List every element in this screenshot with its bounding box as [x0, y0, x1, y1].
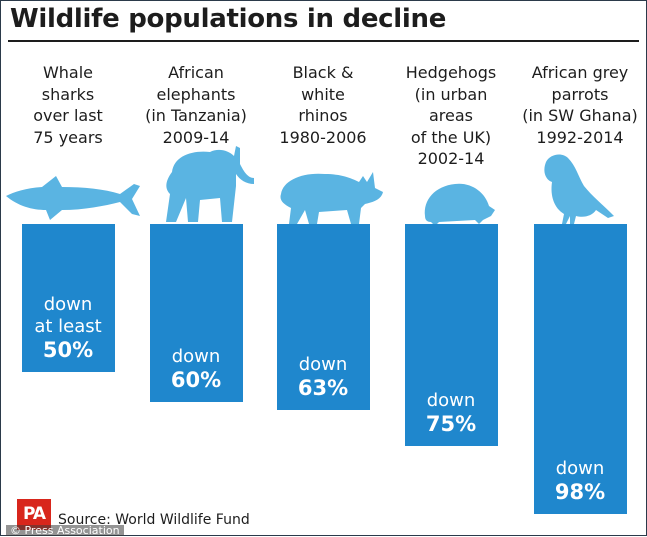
source-note: Source: World Wildlife Fund	[58, 512, 250, 528]
bar-label-text: down	[171, 346, 221, 367]
category-label-line: rhinos	[298, 106, 348, 125]
category-label-line: 2009-14	[162, 127, 230, 147]
bar-data-label: down 60%	[150, 346, 243, 392]
bar-data-label: down 63%	[277, 354, 370, 400]
category-label-line: elephants	[156, 84, 236, 104]
decline-bar: down at least 50%	[21, 224, 115, 372]
category-label-line: African grey	[531, 63, 629, 82]
whale-shark-icon	[4, 174, 142, 228]
bar-label-text: down	[555, 458, 605, 479]
bar-value-label: 75%	[425, 412, 477, 436]
category-label-line: Hedgehogs	[405, 63, 497, 82]
category-label: Whale sharks over last 75 years	[8, 62, 128, 148]
bar-value-label: 63%	[297, 376, 349, 400]
bar-label-text: down	[298, 354, 348, 375]
category-label-line: 1980-2006	[279, 127, 367, 147]
category-label: African elephants (in Tanzania) 2009-14	[136, 62, 256, 148]
category-label-line: (in urban	[414, 84, 488, 104]
category-label-line: (in SW Ghana)	[522, 106, 638, 125]
bar-data-label: down 75%	[405, 390, 498, 436]
category-label-line: Black &	[292, 63, 354, 82]
bar-label-text: at least	[34, 316, 102, 337]
decline-bar: down 60%	[149, 224, 243, 402]
bar-label-text: down	[43, 294, 93, 315]
decline-bar: down 75%	[404, 224, 498, 446]
bar-value-label: 98%	[554, 480, 606, 504]
elephant-icon	[152, 142, 256, 228]
category-label-line: over last	[33, 106, 103, 125]
category-label-line: African	[168, 63, 224, 82]
category-label-line: areas	[428, 106, 473, 125]
bar-data-label: down at least 50%	[22, 294, 115, 362]
category-label-line: 2002-14	[417, 149, 485, 168]
category-label-line: Whale	[42, 63, 94, 82]
category-label-line: of the UK)	[410, 127, 492, 147]
category-label: Black & white rhinos 1980-2006	[263, 62, 383, 148]
decline-bar: down 63%	[276, 224, 370, 410]
category-label-line: 1992-2014	[536, 127, 624, 147]
category-label: African grey parrots (in SW Ghana) 1992-201…	[520, 62, 640, 148]
hedgehog-icon	[417, 178, 497, 230]
category-label-line: sharks	[41, 84, 95, 104]
title-divider	[8, 40, 639, 42]
category-label-line: white	[301, 84, 345, 104]
category-label-line: (in Tanzania)	[145, 106, 247, 125]
bar-data-label: down 98%	[534, 458, 627, 504]
bar-value-label: 50%	[42, 338, 94, 362]
pa-logo: PA	[17, 499, 51, 530]
category-label: Hedgehogs (in urban areas of the UK) 2002-14	[391, 62, 511, 170]
parrot-icon	[536, 152, 616, 230]
press-association-credit: © Press Association	[6, 525, 124, 536]
category-label-line: 75 years	[33, 127, 103, 147]
category-label-line: parrots	[551, 84, 609, 104]
rhino-icon	[275, 168, 385, 230]
chart-title: Wildlife populations in decline	[10, 4, 447, 34]
bar-label-text: down	[426, 390, 476, 411]
bar-value-label: 60%	[170, 368, 222, 392]
decline-bar: down 98%	[533, 224, 627, 514]
